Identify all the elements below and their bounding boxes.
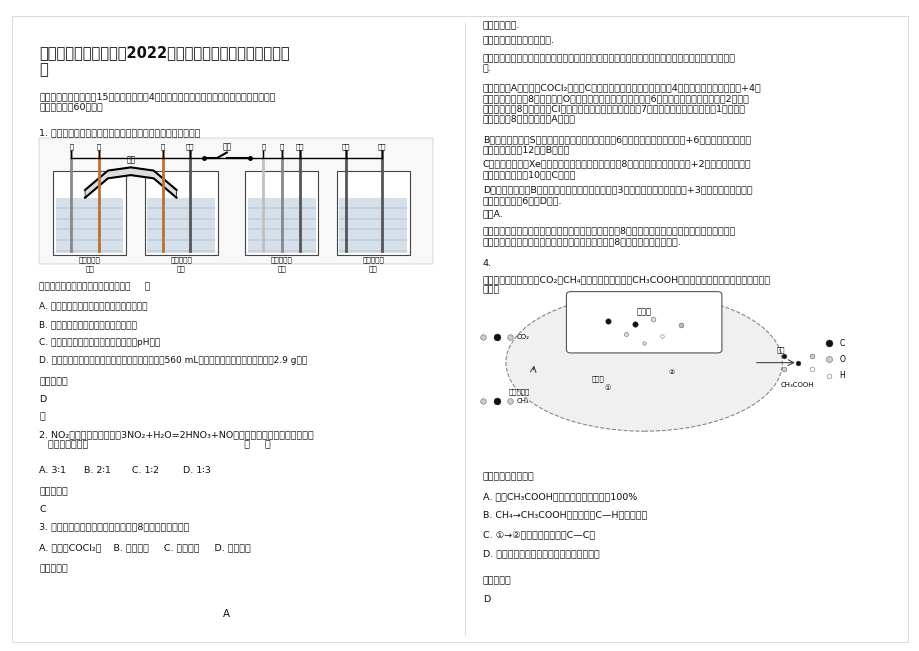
Text: 1. 某化学学习小组学习电化学后，设计了下面的实验装置图：: 1. 某化学学习小组学习电化学后，设计了下面的实验装置图： xyxy=(40,129,200,137)
Text: 铜: 铜 xyxy=(161,143,165,150)
Text: A. 光气（COCl₂）    B. 六氟化硫     C. 二氟化氙     D. 三氟化硼: A. 光气（COCl₂） B. 六氟化硫 C. 二氟化氙 D. 三氟化硼 xyxy=(40,543,251,552)
Text: 湖南省岳阳市隆西中学2022年高一化学上学期期末试卷含解
析: 湖南省岳阳市隆西中学2022年高一化学上学期期末试卷含解 析 xyxy=(40,45,289,77)
Bar xyxy=(40,138,432,264)
Text: 乙池: 乙池 xyxy=(176,266,186,272)
Text: 2. NO₂溶于水时的反应是：3NO₂+H₂O=2HNO₃+NO，在该反应中氧化剂和还原剂的
   分子个数之比是                       : 2. NO₂溶于水时的反应是：3NO₂+H₂O=2HNO₃+NO，在该反应中氧化… xyxy=(40,430,313,449)
FancyBboxPatch shape xyxy=(566,292,721,353)
Bar xyxy=(244,171,318,255)
Text: 解答：解：A、光气（COCl₂）中，C原子的原子核外最外层电子数为4，其在分子中的化合价为+4价
，所以满足最外层8电子结构；O原子的原子核外最外层电子数为6，: 解答：解：A、光气（COCl₂）中，C原子的原子核外最外层电子数为4，其在分子中… xyxy=(482,83,761,124)
Text: 石墨: 石墨 xyxy=(341,143,349,150)
Text: D. 合上电键后一段时间，当丙池中生成标准状况下560 mL气体时，丁池中理论上最多产生2.9 g固体: D. 合上电键后一段时间，当丙池中生成标准状况下560 mL气体时，丁池中理论上… xyxy=(40,357,307,365)
Text: 锌: 锌 xyxy=(69,143,74,150)
Text: 我国科研人员提出了由CO₂和CH₄转化为高附加值产品CH₃COOH的催化反应历程，该历程示意图如下
所示。: 我国科研人员提出了由CO₂和CH₄转化为高附加值产品CH₃COOH的催化反应历程… xyxy=(482,275,770,294)
Text: ②: ② xyxy=(668,369,674,375)
Text: B、六氟化硫中，S原子的原子核外最外层电子数为6，其在分子中的化合价为+6价，在分子中的原子
最外层电子数为12，故B错误；: B、六氟化硫中，S原子的原子核外最外层电子数为6，其在分子中的化合价为+6价，在… xyxy=(482,135,750,154)
Text: 盐桥: 盐桥 xyxy=(126,155,135,164)
Text: 4.: 4. xyxy=(482,259,492,268)
Text: A: A xyxy=(223,609,230,619)
Text: 3. 下列分子中所有原子都满足最外层8电子结构的是（）: 3. 下列分子中所有原子都满足最外层8电子结构的是（） xyxy=(40,522,189,531)
Text: 参考答案：: 参考答案： xyxy=(40,564,68,574)
Text: 参考答案：: 参考答案： xyxy=(482,576,511,585)
Text: 略: 略 xyxy=(40,413,45,422)
Text: D、三氟化硼中，B原子的原子核外最外层电子数为3，其在分子中的化合价为+3价，在分子中的原子
最外层电子数为6，故D错误.: D、三氟化硼中，B原子的原子核外最外层电子数为3，其在分子中的化合价为+3价，在… xyxy=(482,186,752,205)
Ellipse shape xyxy=(505,294,781,431)
Text: 银: 银 xyxy=(261,143,266,150)
Text: 乙酸: 乙酸 xyxy=(776,346,784,353)
Text: 点评：本题考查原子的结构，本题中注意判断是否满足8电子结构的方法，注意利用化合价与最外层
电子数来分析即可解答，明确所有原子都满足最外层8电子结构是解答的关键.: 点评：本题考查原子的结构，本题中注意判断是否满足8电子结构的方法，注意利用化合价… xyxy=(482,227,735,246)
Text: 硫酸铜溶液: 硫酸铜溶液 xyxy=(170,256,192,263)
Text: 一、单选题（本大题共15个小题，每小题4分。在每小题给出的四个选项中，只有一项符合
题目要求，共60分。）: 一、单选题（本大题共15个小题，每小题4分。在每小题给出的四个选项中，只有一项符… xyxy=(40,92,276,111)
Text: 氯化银溶液: 氯化银溶液 xyxy=(362,256,383,263)
Text: CH₄: CH₄ xyxy=(516,398,528,404)
Text: 参考答案：: 参考答案： xyxy=(40,377,68,386)
Bar xyxy=(56,198,123,253)
Text: B. 合上电键后，丙池为电镀银的电镀池: B. 合上电键后，丙池为电镀银的电镀池 xyxy=(40,320,137,329)
Text: A. 生成CH₃COOH总反应的原子利用率为100%: A. 生成CH₃COOH总反应的原子利用率为100% xyxy=(482,492,637,501)
Text: CO₂: CO₂ xyxy=(516,334,529,340)
Text: 丁池: 丁池 xyxy=(369,266,377,272)
Text: 选择性催化: 选择性催化 xyxy=(508,389,529,395)
Text: H: H xyxy=(838,371,845,380)
Bar xyxy=(144,171,218,255)
Text: C、二氟化氙中，Xe原子的原子核外最外层电子数为8，其在分子中的化合价为+2价，在分子中的原
子最外层电子数为10，故C错误；: C、二氟化氙中，Xe原子的原子核外最外层电子数为8，其在分子中的化合价为+2价，… xyxy=(482,159,751,179)
Text: 铜: 铜 xyxy=(96,143,101,150)
Text: 甲池: 甲池 xyxy=(85,266,94,272)
Text: 专题：原子组成与结构专题.: 专题：原子组成与结构专题. xyxy=(482,36,554,46)
Text: 电键: 电键 xyxy=(222,142,232,151)
Polygon shape xyxy=(85,167,176,198)
Text: 下列有关该装置图的说法中正确的是（     ）: 下列有关该装置图的说法中正确的是（ ） xyxy=(40,283,151,291)
Bar xyxy=(147,198,215,253)
Text: C: C xyxy=(40,505,46,514)
Text: A. 合上电键后，盐桥中的阳离子向甲池移动: A. 合上电键后，盐桥中的阳离子向甲池移动 xyxy=(40,301,148,311)
Text: C. ①→②放出能量并形成了C—C键: C. ①→②放出能量并形成了C—C键 xyxy=(482,530,595,539)
Text: 石墨: 石墨 xyxy=(186,143,194,150)
Text: 参考答案：: 参考答案： xyxy=(40,487,68,496)
Text: 石墨: 石墨 xyxy=(295,143,304,150)
Text: D: D xyxy=(482,595,490,604)
Text: 考点：电子式.: 考点：电子式. xyxy=(482,21,520,30)
Text: C: C xyxy=(838,339,844,348)
Text: A. 3∶1      B. 2∶1       C. 1∶2        D. 1∶3: A. 3∶1 B. 2∶1 C. 1∶2 D. 1∶3 xyxy=(40,466,211,475)
Bar xyxy=(339,198,406,253)
Text: 故选A.: 故选A. xyxy=(482,210,504,218)
Text: O: O xyxy=(838,355,845,364)
Text: 硫酸锌溶液: 硫酸锌溶液 xyxy=(79,256,100,263)
Text: CH₃COOH: CH₃COOH xyxy=(780,382,813,388)
Bar xyxy=(53,171,126,255)
Text: ①: ① xyxy=(604,385,610,391)
Text: 石墨: 石墨 xyxy=(378,143,386,150)
Text: 分析：分子中原子的最外层电子数可以根据每种元素原子的最外层电子数与化合价的绝对值之和来判
断.: 分析：分子中原子的最外层电子数可以根据每种元素原子的最外层电子数与化合价的绝对值… xyxy=(482,55,735,74)
Text: 下列说法不正确的是: 下列说法不正确的是 xyxy=(482,473,534,482)
Text: 丙池: 丙池 xyxy=(277,266,286,272)
Text: B. CH₄→CH₃COOH过程中，有C—H键发生断裂: B. CH₄→CH₃COOH过程中，有C—H键发生断裂 xyxy=(482,511,646,519)
Text: 过渡态: 过渡态 xyxy=(636,308,651,317)
Text: 催化剂: 催化剂 xyxy=(592,376,604,382)
Bar xyxy=(336,171,409,255)
Bar xyxy=(247,198,315,253)
Text: C. 合上电键后一段时间，丙池中溶液的pH增大: C. 合上电键后一段时间，丙池中溶液的pH增大 xyxy=(40,339,161,348)
Text: 铁: 铁 xyxy=(279,143,283,150)
Text: D. 该催化剂可有效提高反应物的平衡转化率: D. 该催化剂可有效提高反应物的平衡转化率 xyxy=(482,549,599,559)
Text: D: D xyxy=(40,395,47,404)
Text: 硝酸银溶液: 硝酸银溶液 xyxy=(270,256,292,263)
